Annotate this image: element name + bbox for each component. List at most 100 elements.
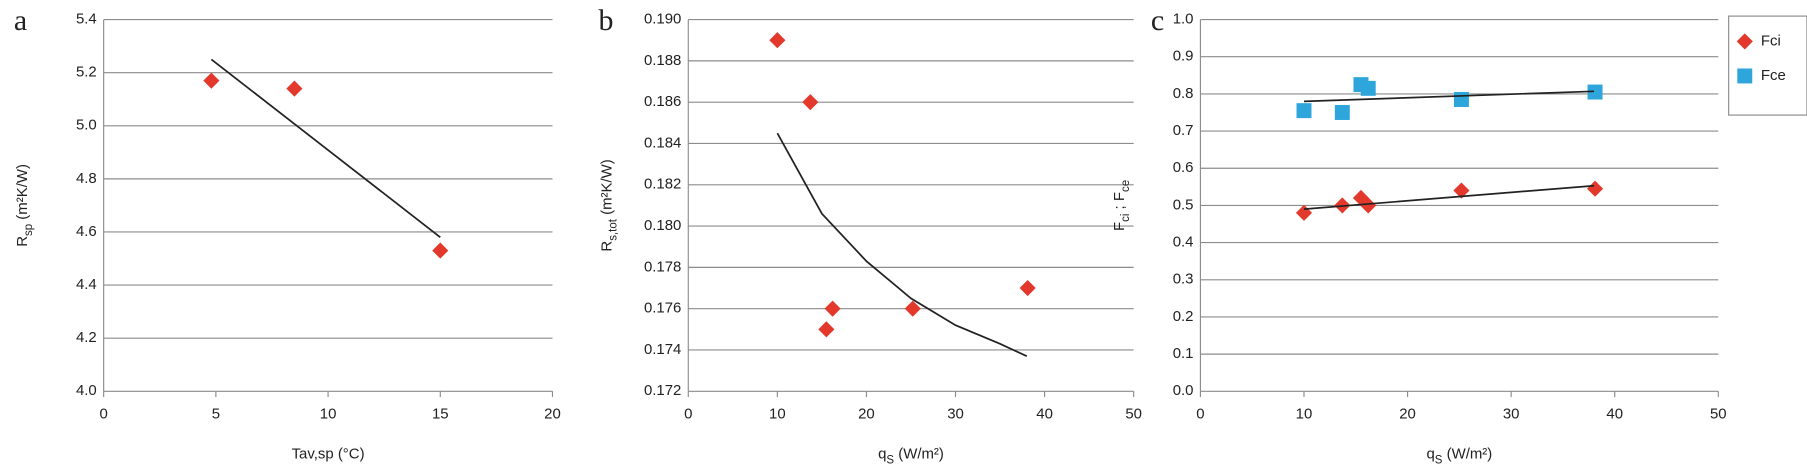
x-axis-label: qS (W/m²)	[878, 446, 944, 467]
trend-line	[1303, 184, 1595, 211]
y-tick-label: 0.5	[1173, 196, 1194, 213]
y-axis-label: Fci ; Fce	[1111, 180, 1132, 231]
x-tick-label: 50	[1710, 405, 1727, 422]
diamond-marker	[818, 321, 835, 338]
y-axis-label: Rs,tot (m²K/W)	[599, 159, 620, 251]
legend-marker	[1737, 68, 1753, 84]
label-part: (W/m²)	[1442, 446, 1492, 463]
x-tick-label: 40	[1036, 405, 1053, 422]
label-part: ci	[1120, 214, 1132, 222]
x-tick-label: 30	[947, 405, 964, 422]
label-part: Tav,sp (°C)	[292, 446, 365, 463]
diamond-marker	[1019, 279, 1036, 297]
y-tick-label: 5.4	[76, 11, 97, 28]
legend-box	[1728, 15, 1807, 116]
square-marker	[1453, 92, 1469, 107]
y-tick-label: 5.2	[76, 64, 97, 81]
y-tick-label: 0.8	[1173, 85, 1194, 102]
diamond-marker	[1295, 204, 1313, 221]
y-tick-label: 0.4	[1173, 234, 1194, 251]
y-tick-label: 4.0	[76, 382, 97, 399]
diamond-marker	[1453, 182, 1470, 199]
diamond-marker	[203, 72, 220, 89]
square-marker	[1587, 84, 1603, 100]
diamond-marker	[802, 94, 819, 111]
y-tick-label: 0.188	[644, 52, 681, 69]
y-tick-label: 0.190	[644, 11, 681, 28]
y-tick-label: 5.0	[76, 117, 97, 134]
label-part: R	[14, 236, 31, 247]
y-tick-label: 0.186	[644, 93, 681, 110]
y-tick-label: 0.1	[1173, 345, 1194, 362]
y-tick-label: 4.8	[76, 170, 97, 187]
y-tick-label: 0.0	[1173, 382, 1194, 399]
y-tick-label: 0.3	[1173, 271, 1194, 288]
x-tick-label: 15	[432, 405, 449, 422]
label-part: q	[878, 446, 886, 463]
x-tick-label: 20	[858, 405, 875, 422]
label-part: (m²K/W)	[14, 164, 31, 224]
legend-label: Fci	[1761, 32, 1781, 49]
y-tick-label: 0.182	[644, 176, 681, 193]
x-tick-label: 10	[320, 405, 337, 422]
x-tick-label: 10	[769, 405, 786, 422]
x-tick-label: 10	[1296, 405, 1313, 422]
x-tick-label: 40	[1606, 405, 1623, 422]
y-tick-label: 4.2	[76, 329, 97, 346]
legend-label: Fce	[1761, 67, 1786, 84]
label-part: S	[886, 455, 894, 467]
diamond-marker	[824, 300, 841, 317]
y-tick-label: 0.7	[1173, 122, 1194, 139]
y-tick-label: 0.6	[1173, 159, 1194, 176]
diamond-marker	[432, 242, 449, 259]
y-tick-label: 0.2	[1173, 308, 1194, 325]
label-part: (m²K/W)	[599, 159, 616, 219]
trend-line	[776, 132, 1028, 357]
x-tick-label: 0	[99, 405, 107, 422]
label-part: q	[1426, 446, 1434, 463]
trend-line	[210, 58, 441, 238]
y-tick-label: 0.180	[644, 217, 681, 234]
label-part: R	[599, 241, 616, 252]
y-tick-label: 0.174	[644, 341, 681, 358]
panel-title: a	[14, 4, 27, 37]
label-part: F	[1111, 222, 1128, 231]
y-axis-label: Rsp (m²K/W)	[14, 164, 35, 247]
x-tick-label: 20	[544, 405, 561, 422]
diamond-marker	[286, 80, 303, 97]
label-part: ; F	[1111, 192, 1128, 214]
y-tick-label: 0.172	[644, 382, 681, 399]
panel-title: c	[1151, 4, 1164, 37]
square-marker	[1360, 80, 1376, 96]
y-tick-label: 0.178	[644, 258, 681, 275]
square-marker	[1296, 103, 1312, 119]
legend-marker	[1736, 33, 1753, 50]
square-marker	[1334, 105, 1350, 120]
diamond-marker	[769, 32, 786, 49]
label-part: sp	[23, 224, 35, 236]
x-tick-label: 50	[1125, 405, 1142, 422]
x-axis-label: qS (W/m²)	[1426, 446, 1492, 467]
y-tick-label: 0.184	[644, 134, 681, 151]
panel-title: b	[599, 4, 614, 37]
y-tick-label: 4.4	[76, 276, 97, 293]
y-tick-label: 4.6	[76, 223, 97, 240]
label-part: (W/m²)	[894, 446, 944, 463]
label-part: ce	[1120, 180, 1132, 192]
x-tick-label: 0	[1196, 405, 1204, 422]
x-axis-label: Tav,sp (°C)	[292, 446, 365, 463]
y-tick-label: 0.176	[644, 300, 681, 317]
x-tick-label: 5	[212, 405, 220, 422]
x-tick-label: 20	[1399, 405, 1416, 422]
label-part: S	[1435, 455, 1443, 467]
diamond-marker	[1586, 180, 1604, 197]
x-tick-label: 0	[684, 405, 692, 422]
label-part: s,tot	[608, 218, 620, 241]
trend-line	[1303, 90, 1595, 103]
y-tick-label: 1.0	[1173, 11, 1194, 28]
y-tick-label: 0.9	[1173, 48, 1194, 65]
diamond-marker	[1360, 197, 1377, 214]
x-tick-label: 30	[1503, 405, 1520, 422]
